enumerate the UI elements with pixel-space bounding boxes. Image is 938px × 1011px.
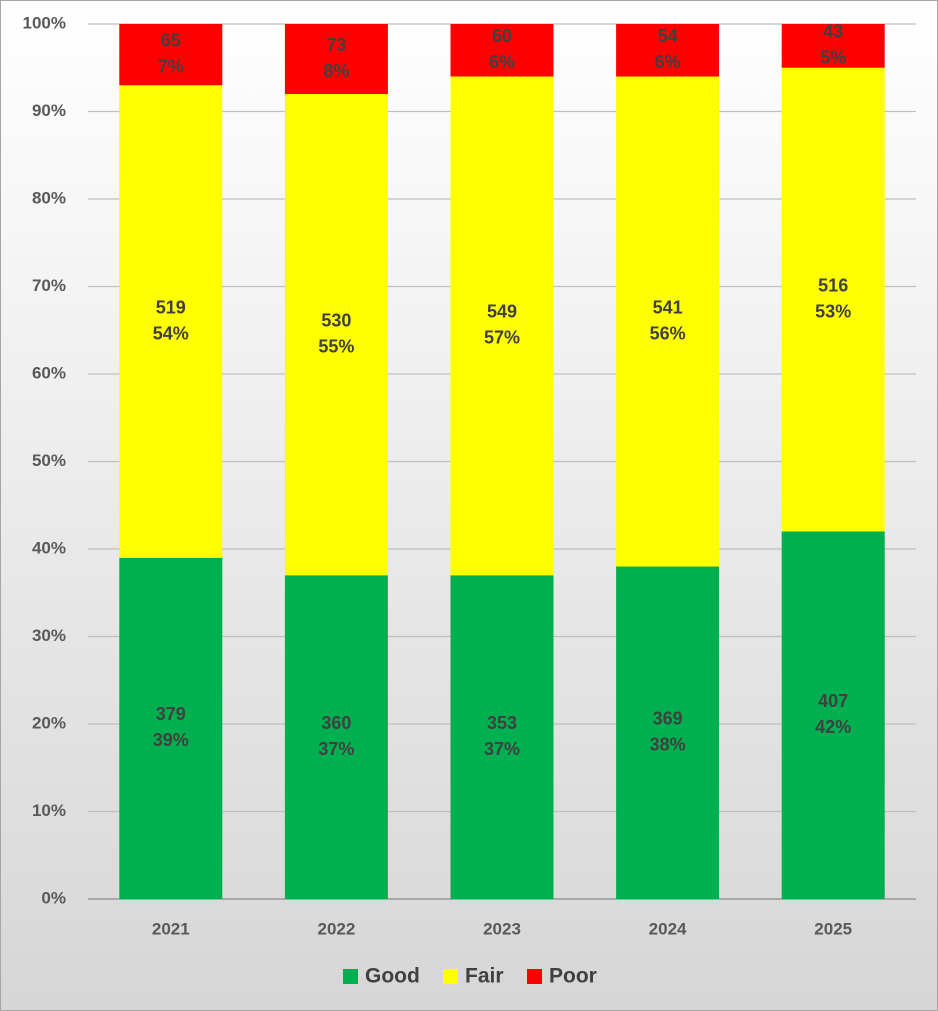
bar-segment xyxy=(616,76,720,567)
data-label-percent: 5% xyxy=(820,48,846,68)
data-label-percent: 42% xyxy=(815,717,851,737)
bar-segment xyxy=(284,94,388,576)
y-tick-label: 100% xyxy=(23,13,66,32)
x-tick-label: 2024 xyxy=(649,919,687,938)
data-label-percent: 53% xyxy=(815,301,851,321)
data-label-count: 541 xyxy=(653,297,683,317)
data-label-count: 353 xyxy=(487,713,517,733)
x-tick-label: 2021 xyxy=(152,919,190,938)
data-label-count: 43 xyxy=(823,22,843,42)
data-label-percent: 55% xyxy=(318,336,354,356)
bar-segment xyxy=(450,76,554,576)
data-label-count: 407 xyxy=(818,691,848,711)
data-label-count: 73 xyxy=(326,35,346,55)
data-label-count: 530 xyxy=(321,310,351,330)
legend-swatch xyxy=(343,969,358,984)
data-label-count: 519 xyxy=(156,297,186,317)
y-tick-label: 30% xyxy=(32,626,66,645)
data-label-count: 516 xyxy=(818,275,848,295)
bar-segment xyxy=(450,575,554,899)
legend-label: Good xyxy=(365,965,420,988)
x-tick-label: 2025 xyxy=(814,919,852,938)
bar-segment xyxy=(781,531,885,899)
data-label-count: 60 xyxy=(492,26,512,46)
bar-segment xyxy=(616,24,720,77)
bar-segment xyxy=(450,24,554,77)
legend-swatch xyxy=(527,969,542,984)
data-label-count: 549 xyxy=(487,302,517,322)
legend-label: Poor xyxy=(549,965,597,988)
data-label-count: 54 xyxy=(658,26,678,46)
y-tick-label: 40% xyxy=(32,538,66,557)
y-tick-label: 60% xyxy=(32,363,66,382)
data-label-percent: 39% xyxy=(153,730,189,750)
y-tick-label: 0% xyxy=(41,888,66,907)
bar-segment xyxy=(284,24,388,94)
data-label-percent: 6% xyxy=(655,52,681,72)
bar-segment xyxy=(119,85,223,558)
legend-swatch xyxy=(443,969,458,984)
data-label-percent: 38% xyxy=(650,735,686,755)
bar-segment xyxy=(781,67,885,532)
bar-segment xyxy=(781,24,885,68)
data-label-percent: 54% xyxy=(153,323,189,343)
data-label-percent: 8% xyxy=(323,61,349,81)
y-tick-label: 20% xyxy=(32,713,66,732)
y-tick-label: 70% xyxy=(32,276,66,295)
data-label-count: 379 xyxy=(156,704,186,724)
y-tick-label: 50% xyxy=(32,451,66,470)
bar-segment xyxy=(284,575,388,899)
data-label-percent: 37% xyxy=(318,739,354,759)
data-label-percent: 56% xyxy=(650,323,686,343)
y-tick-label: 80% xyxy=(32,188,66,207)
legend-label: Fair xyxy=(465,965,504,988)
bar-segment xyxy=(616,566,720,899)
data-label-percent: 7% xyxy=(158,56,184,76)
y-tick-label: 90% xyxy=(32,101,66,120)
bar-segment xyxy=(119,557,223,899)
x-tick-label: 2022 xyxy=(317,919,355,938)
data-label-count: 65 xyxy=(161,30,181,50)
data-label-percent: 6% xyxy=(489,52,515,72)
data-label-percent: 37% xyxy=(484,739,520,759)
data-label-count: 360 xyxy=(321,713,351,733)
x-tick-label: 2023 xyxy=(483,919,521,938)
bar-segment xyxy=(119,24,223,86)
data-label-count: 369 xyxy=(653,709,683,729)
data-label-percent: 57% xyxy=(484,328,520,348)
y-tick-label: 10% xyxy=(32,801,66,820)
